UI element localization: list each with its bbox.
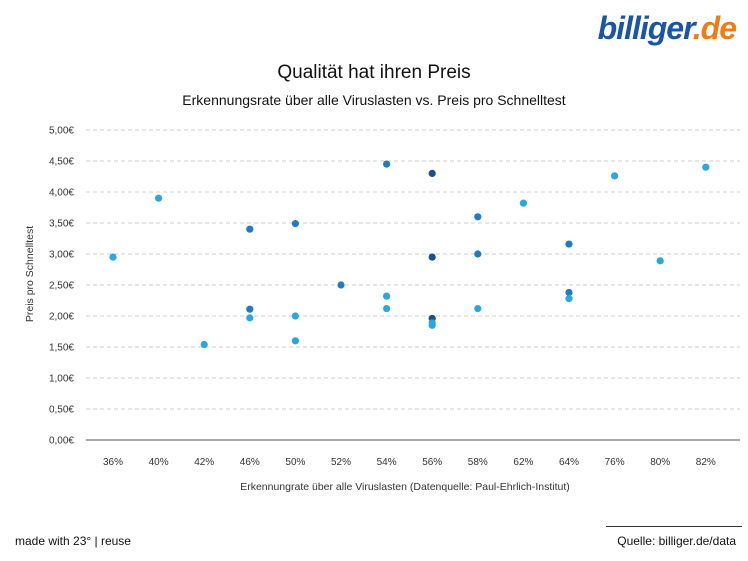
y-tick-label: 4,00€ [49,188,74,199]
data-point[interactable] [337,281,345,289]
x-tick-label: 36% [103,457,123,468]
data-point[interactable] [565,240,573,248]
chart-title: Qualität hat ihren Preis [277,62,471,83]
x-axis-label: Erkennungrate über alle Viruslasten (Dat… [240,481,570,493]
y-tick-label: 0,00€ [49,436,74,447]
gridlines [86,129,740,441]
y-tick-label: 1,00€ [49,374,74,385]
x-tick-label: 76% [605,457,625,468]
y-tick-label: 5,00€ [49,126,74,137]
y-tick-label: 2,50€ [49,281,74,292]
source-credit: Quelle: billiger.de/data [617,534,736,548]
logo-text-domain: .de [692,10,737,46]
data-point[interactable] [246,225,254,233]
x-tick-label: 56% [422,457,442,468]
y-tick-label: 3,50€ [49,219,74,230]
data-point[interactable] [474,304,482,313]
x-tick-label: 82% [696,457,716,468]
y-axis-ticks: 0,00€ 0,50€ 1,00€ 1,50€ 2,00€ 2,50€ 3,00€ 3,50€… [49,126,74,447]
y-axis-label: Preis pro Schnelltest [24,226,36,322]
data-point[interactable] [291,312,299,320]
y-tick-label: 0,50€ [49,405,74,416]
x-tick-label: 46% [240,457,260,468]
x-tick-label: 80% [650,457,670,468]
data-point[interactable] [565,288,573,297]
y-tick-label: 2,00€ [49,312,74,323]
logo-text-main: billiger [597,10,694,46]
data-point[interactable] [611,172,619,180]
x-tick-label: 50% [285,457,305,468]
x-tick-label: 62% [513,457,533,468]
data-point[interactable] [656,257,664,265]
y-tick-label: 4,50€ [49,157,74,168]
data-point[interactable] [291,220,299,228]
y-tick-label: 3,00€ [49,250,74,261]
x-tick-label: 42% [194,457,214,468]
x-tick-label: 52% [331,457,351,468]
chart-subtitle: Erkennungsrate über alle Viruslasten vs.… [182,92,566,108]
data-point[interactable] [565,295,573,303]
x-axis-ticks: 36% 40% 42% 46% 50% 52% 54% 56% 58% 62% 64% 76% 80% 8… [103,457,716,468]
data-point[interactable] [428,169,436,177]
data-point[interactable] [474,250,482,258]
data-point[interactable] [383,304,391,313]
data-point[interactable] [246,314,254,322]
data-point[interactable] [428,253,436,261]
data-point[interactable] [109,253,117,261]
x-tick-label: 58% [468,457,488,468]
data-point[interactable] [383,292,391,300]
y-tick-label: 1,50€ [49,343,74,354]
data-point[interactable] [474,213,482,221]
data-point[interactable] [383,160,391,168]
data-point[interactable] [246,305,254,313]
x-tick-label: 40% [149,457,169,468]
data-point[interactable] [428,321,436,329]
data-point[interactable] [291,337,299,345]
brand-logo: billiger.de [597,10,737,46]
x-tick-label: 64% [559,457,579,468]
data-point[interactable] [155,194,163,202]
data-point[interactable] [200,340,208,349]
made-with-credit[interactable]: made with 23° | reuse [15,534,131,548]
x-tick-label: 54% [377,457,397,468]
data-point[interactable] [519,199,528,207]
data-point[interactable] [702,163,710,171]
footer-divider [606,526,742,527]
data-points [109,160,710,349]
